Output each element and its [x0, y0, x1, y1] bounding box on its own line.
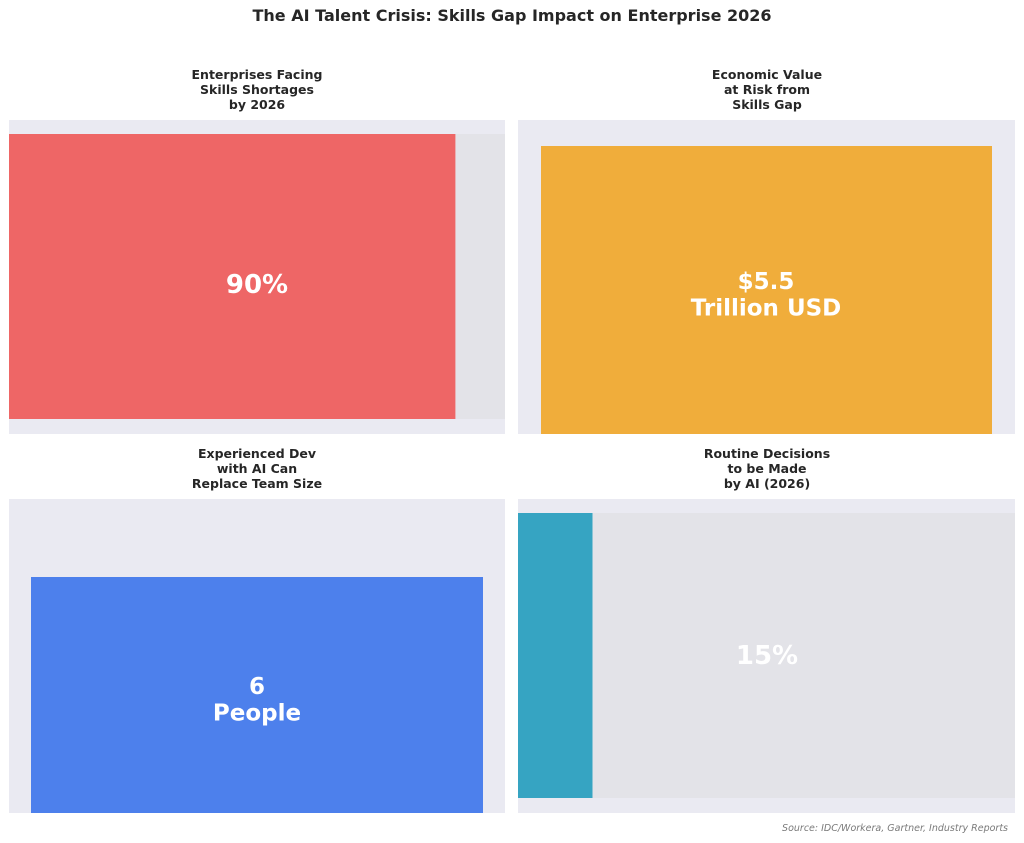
panel-team-size-plot: 6 People: [31, 577, 483, 813]
panel-routine-decisions-plot: 15%: [518, 513, 1015, 798]
value-label-skills-shortage: 90%: [226, 270, 288, 300]
panel-routine-decisions: 15%: [518, 499, 1015, 813]
panel-title-economic-value: Economic Value at Risk from Skills Gap: [711, 67, 823, 112]
source-note: Source: IDC/Workera, Gartner, Industry R…: [782, 823, 1008, 834]
panel-economic-value-plot: $5.5 Trillion USD: [541, 146, 992, 434]
bar-economic-value: [541, 146, 992, 434]
panel-team-size: 6 People: [9, 499, 505, 813]
value-label-economic-value: $5.5 Trillion USD: [691, 269, 842, 321]
value-label-line: People: [213, 700, 301, 726]
value-label-line: 15%: [736, 641, 798, 671]
panel-economic-value: $5.5 Trillion USD: [518, 120, 1015, 434]
chart-title: The AI Talent Crisis: Skills Gap Impact …: [252, 6, 772, 25]
bar-team-size: [31, 577, 483, 813]
bar-routine-decisions: [518, 513, 593, 798]
value-label-line: Trillion USD: [691, 295, 842, 321]
value-label-line: 90%: [226, 270, 288, 300]
bar-skills-shortage: [9, 134, 456, 419]
panel-skills-shortage-plot: 90%: [9, 134, 505, 419]
panel-title-team-size: Experienced Dev with AI Can Replace Team…: [191, 446, 323, 491]
panel-title-routine-decisions: Routine Decisions to be Made by AI (2026…: [703, 446, 831, 491]
panel-title-skills-shortage: Enterprises Facing Skills Shortages by 2…: [191, 67, 323, 112]
value-label-line: 6: [249, 674, 265, 700]
value-label-team-size: 6 People: [213, 674, 301, 726]
value-label-line: $5.5: [738, 269, 795, 295]
value-label-routine-decisions: 15%: [736, 641, 798, 671]
panel-skills-shortage: 90%: [9, 120, 505, 434]
track-routine-decisions: [518, 513, 1015, 798]
